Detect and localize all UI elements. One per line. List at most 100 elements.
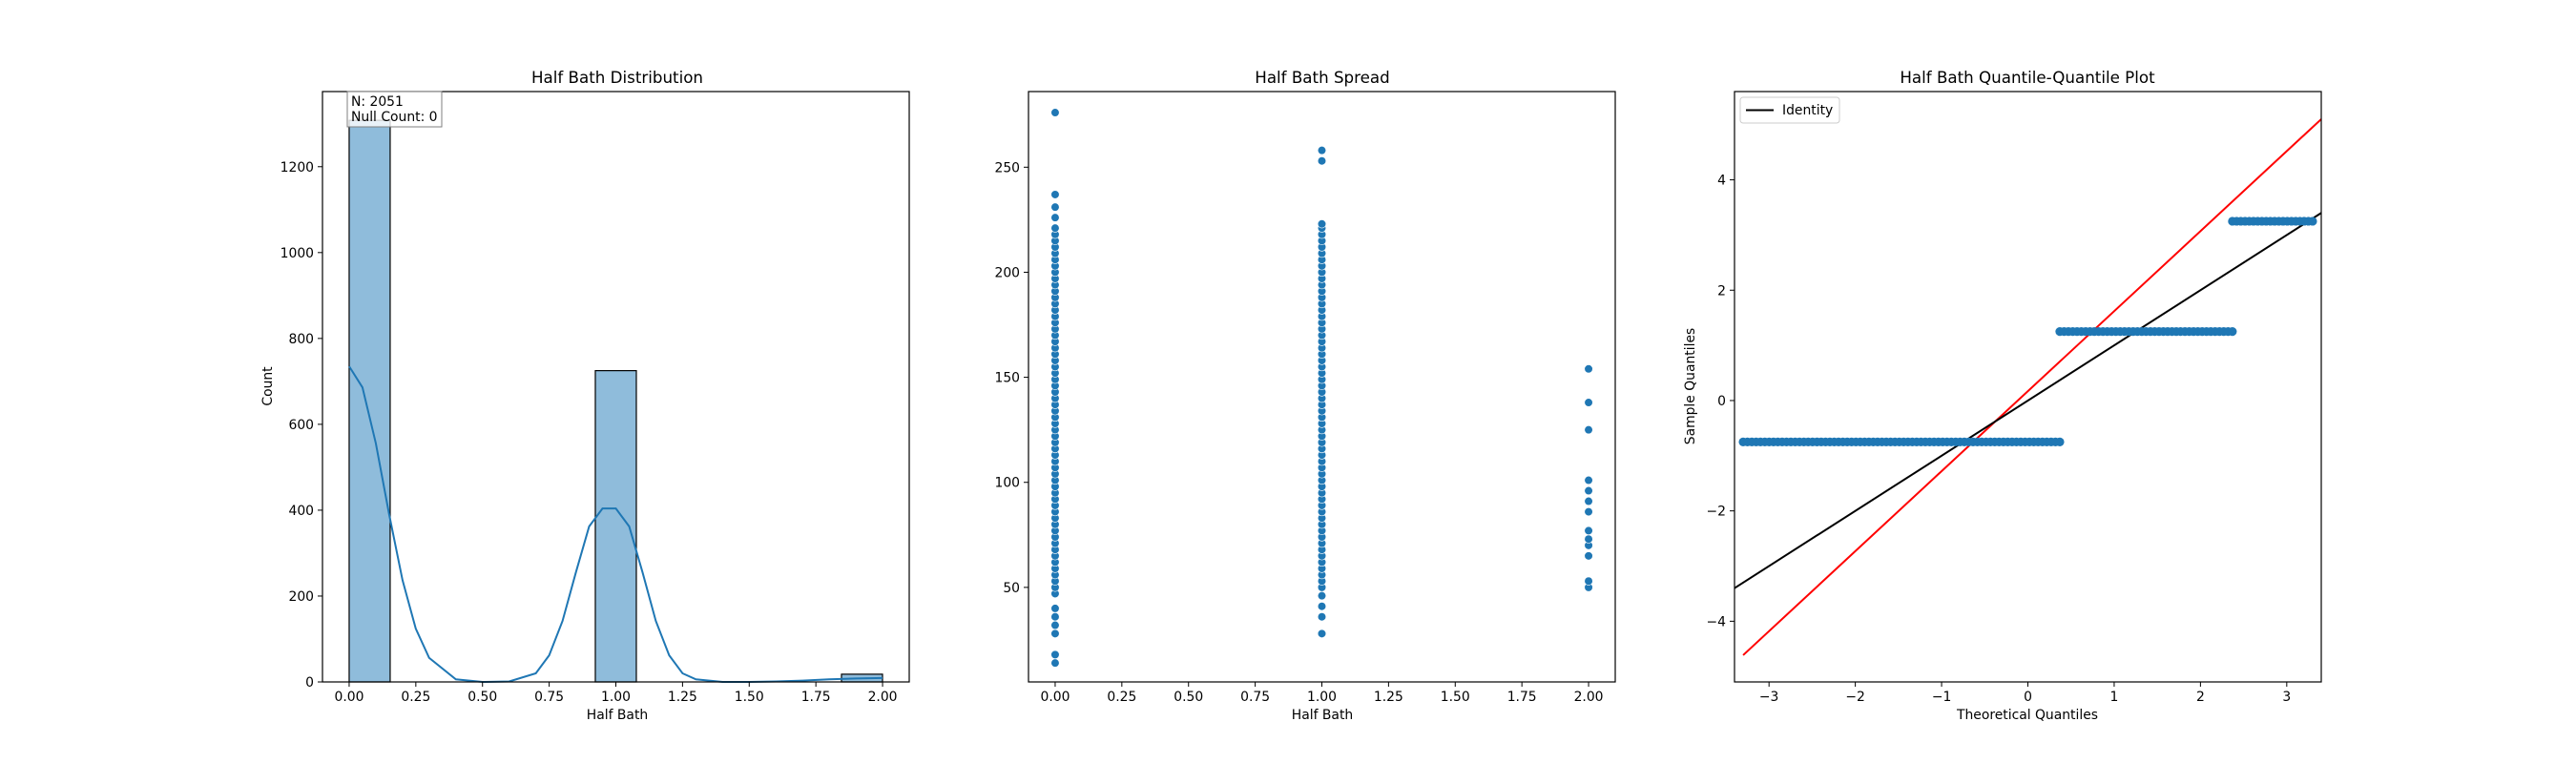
spread-point [1584, 425, 1593, 435]
spread-point [1317, 602, 1327, 611]
spread-x-tick-label: 1.50 [1441, 690, 1470, 705]
spread-y-tick-label: 250 [994, 160, 1020, 175]
spread-point [1584, 506, 1593, 517]
spread-point [1317, 612, 1327, 622]
spread-point [1317, 146, 1327, 155]
qq-point [2308, 217, 2317, 226]
spread-point [1050, 658, 1060, 668]
qq-legend: Identity [1739, 96, 1840, 124]
histogram-panel: Half Bath Distribution 0.00 0.25 0.50 0.75 1… [260, 68, 910, 723]
qq-y-axis-label: Sample Quantiles [1683, 328, 1698, 445]
spread-point [1050, 108, 1060, 117]
qq-title: Half Bath Quantile-Quantile Plot [1900, 68, 2155, 87]
histogram-y-tick-label: 200 [288, 589, 314, 605]
histogram-y-tick-label: 800 [288, 332, 314, 347]
qq-identity-line [1735, 212, 2321, 589]
qq-y-tick-label: −2 [1707, 505, 1726, 520]
qq-point [2228, 327, 2237, 337]
histogram-y-tick-label: 1000 [280, 246, 314, 261]
qq-x-axis-label: Theoretical Quantiles [1956, 708, 2098, 723]
spread-x-tick-label: 0.50 [1174, 690, 1203, 705]
legend-frame [1739, 96, 1840, 124]
spread-x-ticks: 0.00 0.25 0.50 0.75 1.00 1.25 1.50 1.75 2.00 [1040, 682, 1604, 705]
stats-box: N: 2051 Null Count: 0 [346, 91, 443, 128]
spread-x-tick-label: 0.00 [1040, 690, 1070, 705]
histogram-x-tick-label: 1.50 [735, 690, 764, 705]
histogram-y-tick-label: 400 [288, 504, 314, 519]
spread-x-tick-label: 0.75 [1240, 690, 1270, 705]
histogram-x-tick-label: 1.75 [801, 690, 831, 705]
histogram-y-tick-label: 600 [288, 418, 314, 433]
histogram-y-axis-label: Count [260, 366, 276, 406]
histogram-x-ticks: 0.00 0.25 0.50 0.75 1.00 1.25 1.50 1.75 2.00 [334, 682, 898, 705]
spread-point [1584, 398, 1593, 407]
qq-reference-lines [1735, 118, 2321, 656]
histogram-x-tick-label: 1.25 [668, 690, 697, 705]
spread-point [1050, 202, 1060, 212]
spread-y-tick-label: 50 [1003, 581, 1020, 596]
histogram-y-tick-label: 1200 [280, 160, 314, 175]
legend-identity-label: Identity [1782, 103, 1833, 118]
histogram-x-tick-label: 0.00 [334, 690, 364, 705]
spread-point [1050, 620, 1060, 630]
spread-point [1050, 629, 1060, 638]
stats-n: N: 2051 [351, 94, 404, 110]
spread-point [1584, 475, 1593, 485]
spread-title: Half Bath Spread [1255, 68, 1389, 87]
spread-point [1050, 213, 1060, 222]
qq-y-tick-label: −4 [1707, 614, 1727, 629]
qq-y-tick-label: 4 [1717, 174, 1726, 189]
histogram-title: Half Bath Distribution [531, 68, 703, 87]
spread-y-tick-label: 150 [994, 371, 1020, 386]
spread-point [1584, 526, 1593, 535]
spread-point [1584, 485, 1593, 496]
spread-x-tick-label: 1.25 [1374, 690, 1403, 705]
spread-y-tick-label: 200 [994, 265, 1020, 280]
qq-fit-line [1742, 118, 2321, 656]
spread-x-axis-label: Half Bath [1292, 708, 1353, 723]
qq-y-tick-label: 2 [1717, 283, 1726, 299]
spread-x-tick-label: 2.00 [1574, 690, 1604, 705]
histogram-x-tick-label: 0.75 [534, 690, 564, 705]
spread-point [1317, 629, 1327, 638]
qq-x-tick-label: 2 [2196, 690, 2205, 705]
spread-point [1050, 223, 1060, 233]
spread-panel: Half Bath Spread 0.00 0.25 0.50 0.75 1.00 1.2… [994, 68, 1616, 723]
spread-point [1584, 496, 1593, 506]
histogram-x-tick-label: 0.25 [401, 690, 430, 705]
spread-point [1317, 219, 1327, 229]
qq-x-tick-label: −2 [1845, 690, 1864, 705]
spread-point [1050, 650, 1060, 659]
spread-point [1584, 576, 1593, 586]
spread-y-tick-label: 100 [994, 476, 1020, 491]
spread-x-tick-label: 0.25 [1107, 690, 1136, 705]
qq-panel: Half Bath Quantile-Quantile Plot −3 −2 −1 0… [1683, 68, 2322, 723]
qq-x-ticks: −3 −2 −1 0 1 2 3 [1759, 682, 2291, 705]
qq-x-tick-label: 3 [2282, 690, 2291, 705]
spread-x-tick-label: 1.75 [1507, 690, 1537, 705]
spread-point [1050, 604, 1060, 613]
histogram-bar [594, 370, 637, 683]
histogram-bar [348, 119, 391, 683]
spread-point [1317, 156, 1327, 166]
spread-point [1050, 612, 1060, 622]
spread-point [1317, 591, 1327, 601]
qq-points [1738, 217, 2317, 446]
spread-points [1050, 108, 1593, 668]
qq-point [2055, 437, 2065, 446]
spread-point [1584, 534, 1593, 544]
histogram-x-tick-label: 2.00 [868, 690, 898, 705]
spread-point [1050, 190, 1060, 199]
qq-x-tick-label: 0 [2024, 690, 2032, 705]
qq-y-tick-label: 0 [1717, 394, 1726, 409]
qq-x-tick-label: 1 [2110, 690, 2119, 705]
spread-point [1584, 551, 1593, 561]
stats-null-count: Null Count: 0 [351, 110, 438, 125]
histogram-y-tick-label: 0 [305, 675, 314, 691]
qq-x-tick-label: −3 [1759, 690, 1778, 705]
qq-y-ticks: −4 −2 0 2 4 [1707, 174, 1735, 629]
qq-x-tick-label: −1 [1932, 690, 1951, 705]
stats-box-frame [346, 91, 443, 128]
spread-y-ticks: 50 100 150 200 250 [994, 160, 1028, 596]
